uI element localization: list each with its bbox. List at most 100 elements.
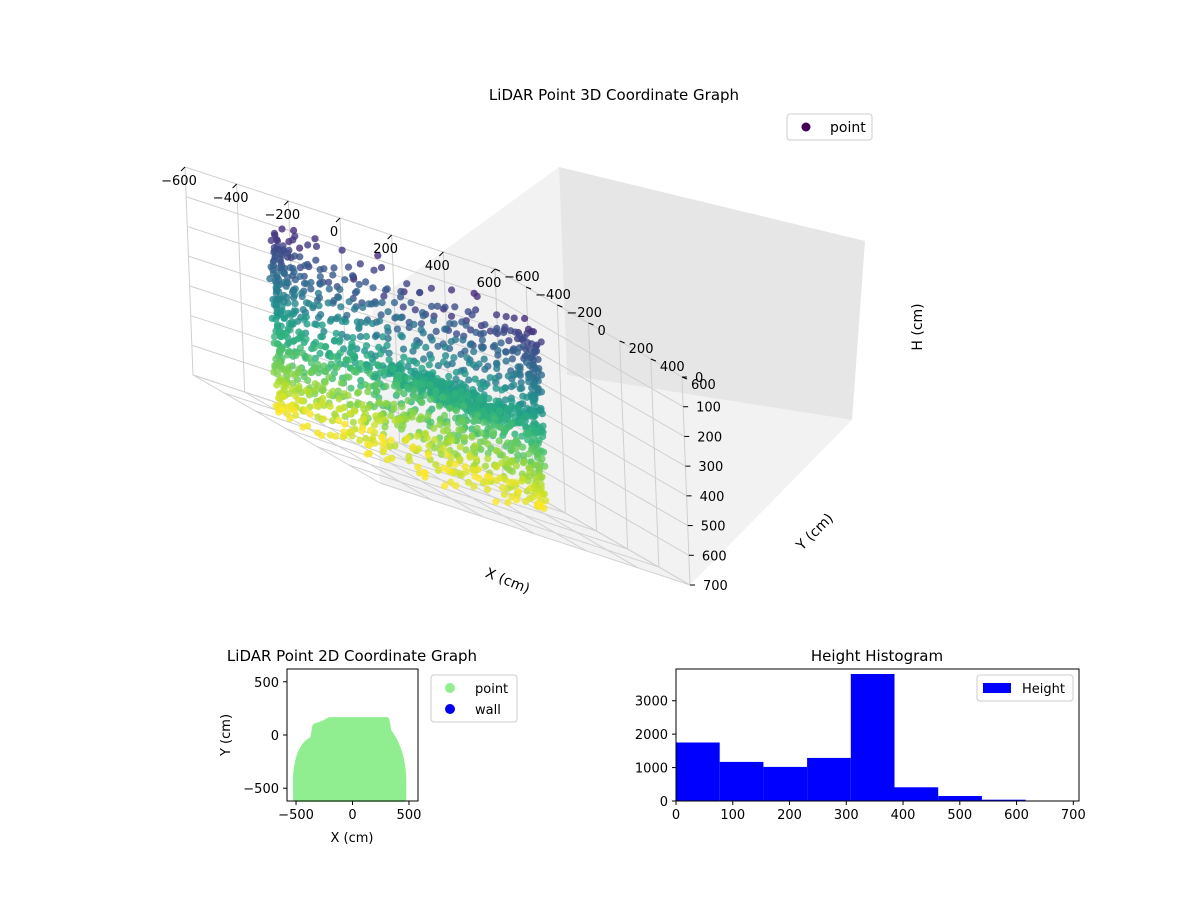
point-3d [421, 469, 429, 477]
point-3d [380, 367, 388, 375]
point-3d [350, 368, 358, 376]
point-3d [371, 370, 379, 379]
point-3d [314, 289, 322, 297]
point-3d [452, 482, 460, 490]
point-3d [522, 497, 530, 505]
point-3d [374, 252, 382, 260]
x-tick-label-3d: 600 [477, 276, 502, 291]
point-3d [446, 404, 454, 412]
point-3d [350, 305, 359, 313]
point-3d [274, 321, 282, 329]
chart-histogram: Height Histogram 0 100 200 300 400 500 600 7000… [635, 647, 1086, 823]
point-3d [389, 365, 397, 373]
point-3d [534, 492, 542, 500]
point-3d [363, 450, 371, 458]
point-3d [390, 299, 399, 307]
point-3d [281, 331, 289, 339]
point-3d [410, 320, 418, 328]
point-3d [530, 382, 538, 390]
point-3d [529, 397, 537, 405]
point-3d [484, 362, 492, 370]
point-3d [397, 293, 405, 301]
point-3d [500, 490, 508, 499]
point-3d [329, 387, 337, 395]
x-tick-label-hist: 400 [891, 808, 916, 823]
point-3d [316, 349, 324, 358]
point-3d [333, 364, 341, 372]
point-3d [305, 354, 313, 362]
point-3d [353, 318, 361, 326]
point-3d [502, 348, 510, 356]
point-3d [465, 405, 473, 413]
point-3d [277, 307, 285, 316]
point-3d [529, 328, 538, 336]
point-3d [380, 292, 388, 300]
point-3d [542, 497, 550, 505]
point-3d [517, 379, 525, 387]
point-3d [279, 242, 287, 250]
point-3d [411, 392, 419, 400]
point-3d [526, 468, 534, 476]
point-3d [321, 378, 329, 386]
point-3d [307, 278, 315, 287]
y-tick-label-3d: 0 [598, 324, 606, 339]
point-3d [271, 231, 279, 239]
point-3d [528, 406, 536, 414]
point-3d [267, 263, 275, 271]
z-tick-label-3d: 600 [702, 549, 727, 564]
point-3d [310, 344, 318, 352]
histogram-bar [807, 757, 851, 801]
point-3d [372, 300, 380, 308]
point-3d [410, 342, 418, 350]
x-tick-label-hist: 700 [1061, 808, 1086, 823]
point-3d [481, 321, 489, 329]
point-3d [470, 348, 478, 356]
point-3d [370, 266, 378, 274]
point-3d [364, 388, 372, 396]
y-tick-3d [557, 304, 563, 308]
point-3d [382, 399, 390, 407]
point-3d [318, 321, 326, 329]
point-3d [320, 265, 328, 273]
point-3d [349, 350, 357, 358]
point-3d [377, 311, 385, 319]
point-3d [270, 339, 278, 347]
point-3d [522, 358, 531, 366]
grid-line-y [650, 358, 660, 568]
point-3d [524, 477, 533, 485]
point-3d [304, 241, 312, 249]
point-3d [519, 475, 527, 483]
point-3d [501, 323, 509, 331]
point-3d [409, 443, 417, 451]
point-3d [332, 329, 340, 337]
y-tick-3d [494, 268, 501, 272]
y-tick-label-3d: 600 [691, 378, 716, 393]
point-3d [426, 395, 434, 403]
grid-line-x [391, 234, 401, 444]
point-3d [508, 457, 516, 465]
point-3d [363, 351, 371, 359]
point-3d [514, 488, 523, 496]
point-3d [464, 478, 473, 486]
x-tick-3d [232, 183, 238, 189]
point-3d [531, 346, 539, 354]
point-3d [319, 386, 327, 394]
point-3d [495, 423, 503, 431]
grid-line-y [619, 340, 629, 550]
point-3d [393, 381, 401, 389]
z-tick-label-3d: 400 [700, 490, 725, 505]
point-3d [503, 405, 511, 413]
point-3d [520, 458, 528, 466]
point-3d [512, 462, 521, 470]
point-3d [273, 381, 281, 389]
grid-line-y [379, 482, 691, 586]
point-3d [461, 370, 469, 378]
point-3d [498, 484, 507, 492]
point-3d [290, 286, 298, 294]
point-3d [273, 242, 281, 251]
point-3d [356, 333, 365, 341]
point-3d [510, 371, 518, 379]
point-3d [383, 285, 391, 293]
point-3d [344, 263, 353, 271]
